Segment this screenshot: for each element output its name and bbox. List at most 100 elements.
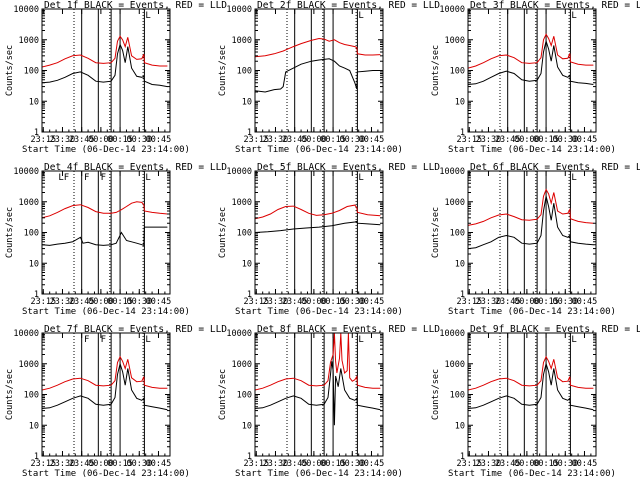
y-tick-label: 100 bbox=[237, 391, 252, 401]
x-tick-label: 23:15 bbox=[30, 135, 56, 145]
x-tick-label: 00:15 bbox=[320, 459, 346, 469]
x-tick-label: 23:15 bbox=[30, 459, 56, 469]
y-tick-label: 100 bbox=[450, 229, 465, 239]
x-tick-label: 23:45 bbox=[69, 459, 95, 469]
marker-label: LF bbox=[58, 173, 69, 183]
series-line-lld bbox=[255, 333, 381, 391]
y-tick-label: 1000 bbox=[232, 198, 252, 208]
marker-label: L bbox=[145, 335, 150, 345]
x-tick-label: 00:30 bbox=[552, 135, 578, 145]
y-tick-label: 100 bbox=[237, 229, 252, 239]
y-tick-label: 1000 bbox=[19, 360, 39, 370]
series-line-events bbox=[255, 58, 381, 93]
y-axis-label: Counts/sec bbox=[431, 369, 441, 420]
y-tick-label: 10000 bbox=[13, 5, 39, 15]
series-line-lld bbox=[255, 204, 381, 220]
x-tick-label: 23:15 bbox=[456, 135, 482, 145]
y-tick-label: 10 bbox=[29, 259, 39, 269]
x-tick-label: 00:45 bbox=[572, 135, 598, 145]
axes-frame bbox=[254, 170, 384, 295]
y-tick-label: 1000 bbox=[232, 36, 252, 46]
y-tick-label: 100 bbox=[24, 67, 39, 77]
x-tick-label: 23:45 bbox=[495, 459, 521, 469]
y-axis-label: Counts/sec bbox=[5, 207, 15, 258]
x-tick-label: 00:30 bbox=[339, 459, 365, 469]
series-line-events bbox=[468, 39, 594, 85]
y-tick-label: 1 bbox=[247, 452, 252, 462]
x-tick-label: 00:30 bbox=[552, 459, 578, 469]
y-tick-label: 100 bbox=[24, 229, 39, 239]
y-tick-label: 10 bbox=[242, 259, 252, 269]
y-tick-label: 10 bbox=[455, 421, 465, 431]
x-tick-label: 00:30 bbox=[339, 297, 365, 307]
y-tick-label: 10000 bbox=[226, 5, 252, 15]
axes-frame bbox=[467, 170, 597, 295]
x-tick-label: 23:30 bbox=[476, 135, 502, 145]
y-tick-label: 1 bbox=[460, 128, 465, 138]
y-tick-label: 10 bbox=[29, 421, 39, 431]
y-tick-label: 1000 bbox=[19, 198, 39, 208]
x-tick-label: 00:30 bbox=[126, 135, 152, 145]
marker-label: F bbox=[84, 335, 89, 345]
y-tick-label: 10000 bbox=[13, 167, 39, 177]
x-tick-label: 23:45 bbox=[282, 135, 308, 145]
y-axis-label: Counts/sec bbox=[431, 45, 441, 96]
x-tick-label: 00:00 bbox=[514, 459, 540, 469]
x-tick-label: 00:15 bbox=[533, 459, 559, 469]
y-tick-label: 10000 bbox=[226, 329, 252, 339]
x-tick-label: 23:15 bbox=[30, 297, 56, 307]
chart-title: Det 6f BLACK = Events, RED = LLD bbox=[470, 162, 640, 173]
series-line-lld bbox=[468, 33, 594, 69]
marker-label: L bbox=[358, 173, 363, 183]
x-axis-label: Start Time (06-Dec-14 23:14:00) bbox=[235, 469, 403, 479]
axes-frame bbox=[254, 332, 384, 457]
y-tick-label: 1 bbox=[34, 290, 39, 300]
y-tick-label: 10000 bbox=[439, 167, 465, 177]
marker-label: F bbox=[101, 173, 106, 183]
series-line-lld bbox=[42, 201, 168, 219]
x-tick-label: 23:45 bbox=[69, 135, 95, 145]
axes-frame bbox=[254, 8, 384, 133]
marker-label: F bbox=[101, 335, 106, 345]
y-tick-label: 10 bbox=[455, 259, 465, 269]
x-tick-label: 00:15 bbox=[320, 135, 346, 145]
x-tick-label: 00:15 bbox=[320, 297, 346, 307]
chart-title: Det 3f BLACK = Events, RED = LLD bbox=[470, 0, 640, 11]
marker-label: L bbox=[571, 11, 576, 21]
chart-title: Det 1f BLACK = Events, RED = LLD bbox=[44, 0, 227, 11]
x-tick-label: 23:15 bbox=[456, 459, 482, 469]
chart-title: Det 9f BLACK = Events, RED = LLD bbox=[470, 324, 640, 335]
series-line-lld bbox=[468, 355, 594, 391]
marker-label: L bbox=[145, 173, 150, 183]
x-axis-label: Start Time (06-Dec-14 23:14:00) bbox=[22, 469, 190, 479]
y-tick-label: 100 bbox=[24, 391, 39, 401]
x-tick-label: 00:45 bbox=[146, 459, 172, 469]
y-tick-label: 100 bbox=[237, 67, 252, 77]
x-tick-label: 00:15 bbox=[107, 297, 133, 307]
x-tick-label: 00:00 bbox=[301, 297, 327, 307]
y-axis-label: Counts/sec bbox=[218, 207, 228, 258]
series-line-lld bbox=[468, 188, 594, 226]
x-tick-label: 23:45 bbox=[282, 459, 308, 469]
x-axis-label: Start Time (06-Dec-14 23:14:00) bbox=[235, 307, 403, 317]
chart-title: Det 5f BLACK = Events, RED = LLD bbox=[257, 162, 440, 173]
x-tick-label: 00:00 bbox=[301, 135, 327, 145]
x-tick-label: 23:45 bbox=[69, 297, 95, 307]
y-tick-label: 1000 bbox=[445, 360, 465, 370]
x-tick-label: 00:00 bbox=[514, 135, 540, 145]
y-tick-label: 10000 bbox=[439, 329, 465, 339]
chart-title: Det 7f BLACK = Events, RED = LLD bbox=[44, 324, 227, 335]
marker-label: L bbox=[571, 173, 576, 183]
series-line-events bbox=[42, 42, 168, 88]
x-tick-label: 00:45 bbox=[572, 297, 598, 307]
chart-title: Det 8f BLACK = Events, RED = LLD bbox=[257, 324, 440, 335]
x-tick-label: 00:15 bbox=[533, 135, 559, 145]
chart-title: Det 2f BLACK = Events, RED = LLD bbox=[257, 0, 440, 11]
y-tick-label: 1000 bbox=[445, 36, 465, 46]
marker-label: L bbox=[145, 11, 150, 21]
